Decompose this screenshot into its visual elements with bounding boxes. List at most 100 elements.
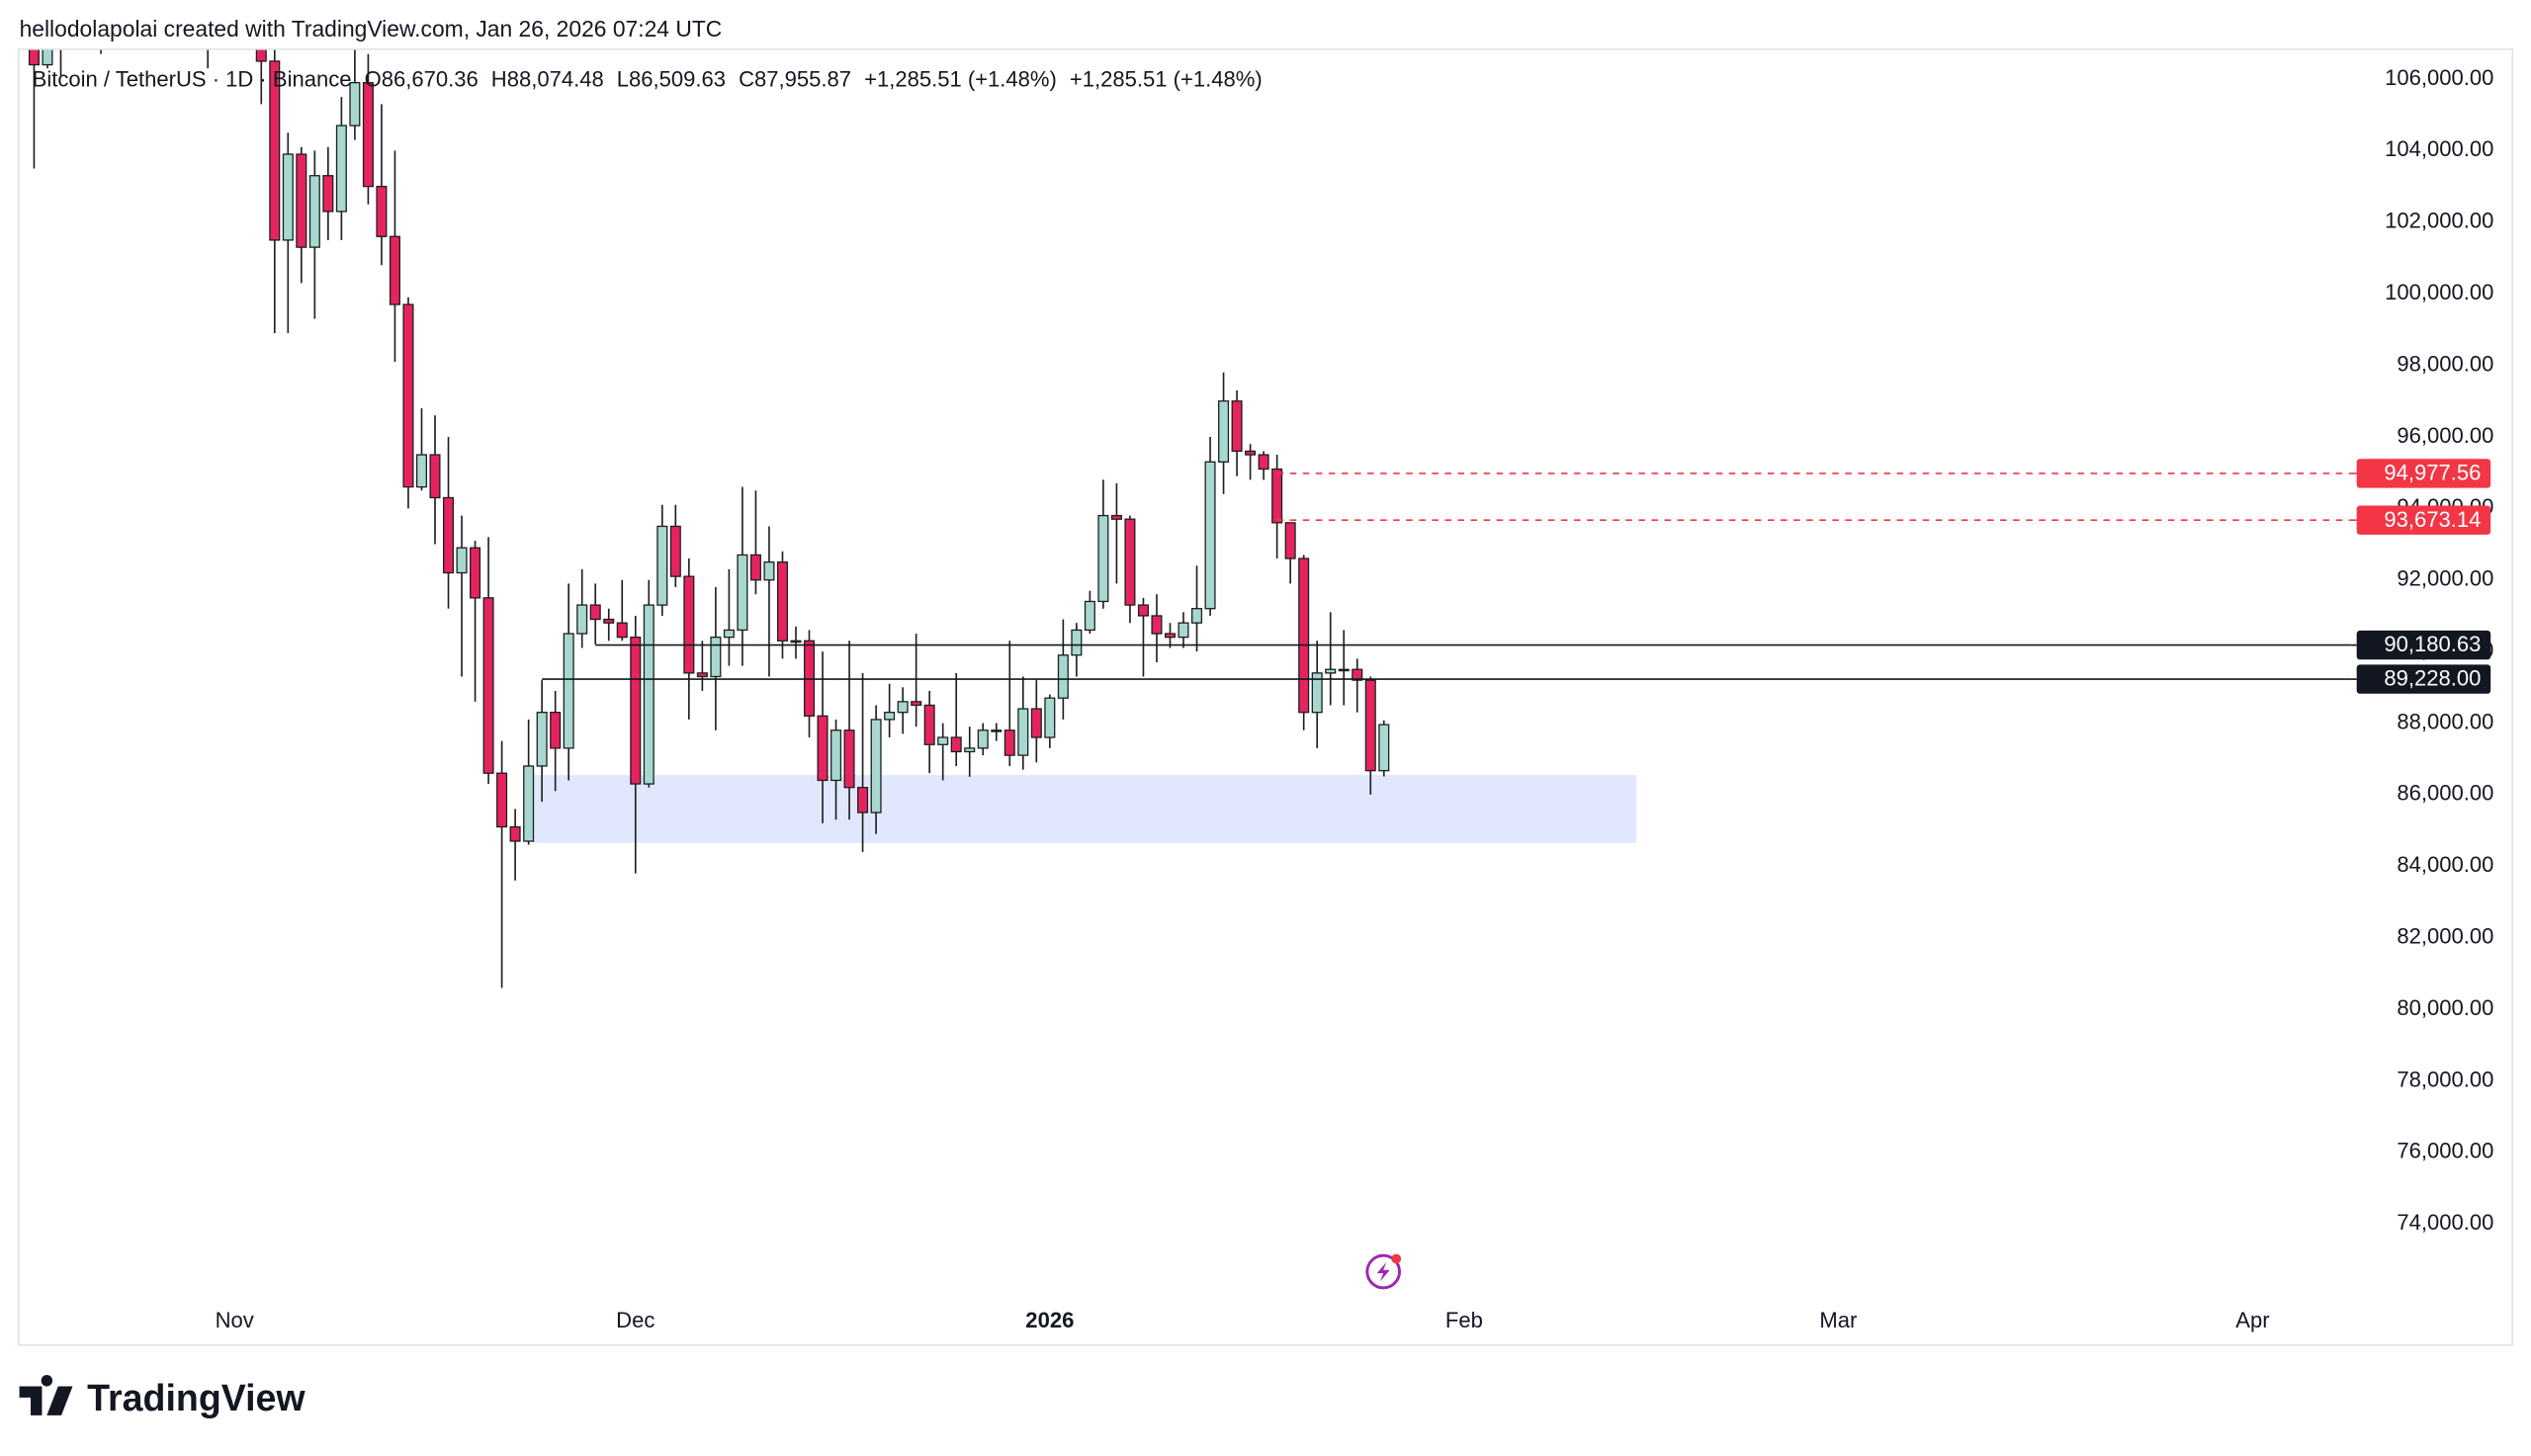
candle-body xyxy=(683,575,695,674)
candle-body xyxy=(1017,708,1029,756)
legend-item: +1,285.51 (+1.48%) xyxy=(1070,66,1263,91)
candle-body xyxy=(817,715,829,782)
x-tick-label: Feb xyxy=(1445,1308,1483,1332)
candle-body xyxy=(402,303,414,488)
candle-body xyxy=(550,712,562,749)
y-tick-label: 104,000.00 xyxy=(2385,136,2493,161)
legend-item: H88,074.48 xyxy=(491,66,604,91)
plot-area xyxy=(28,49,2351,988)
candle-body xyxy=(843,729,855,789)
x-tick-label: Nov xyxy=(216,1308,254,1332)
candle-body xyxy=(737,554,748,632)
candle-body xyxy=(322,175,334,213)
candle-body xyxy=(1258,454,1269,471)
candle-body xyxy=(964,747,976,753)
candle-body xyxy=(282,153,294,241)
candle-body xyxy=(308,175,320,248)
legend: Bitcoin / TetherUS · 1D · Binance O86,670… xyxy=(33,66,1263,91)
candle-body xyxy=(1004,729,1015,756)
candle-body xyxy=(429,454,441,499)
candle-body xyxy=(1084,600,1095,632)
x-tick-label: Mar xyxy=(1819,1308,1857,1332)
legend-item: C87,955.87 xyxy=(739,66,851,91)
candle-body xyxy=(857,787,869,814)
chart-frame xyxy=(17,47,2514,1346)
candle-body xyxy=(603,618,615,624)
y-tick-label: 84,000.00 xyxy=(2397,852,2493,877)
candle-body xyxy=(977,729,989,749)
candle-body xyxy=(897,701,909,714)
y-tick-label: 106,000.00 xyxy=(2385,65,2493,90)
legend-item: Bitcoin / TetherUS · 1D · Binance xyxy=(33,66,352,91)
candle-body xyxy=(1137,604,1149,617)
candle-body xyxy=(389,235,400,305)
y-tick-label: 78,000.00 xyxy=(2397,1067,2493,1091)
legend-item: L86,509.63 xyxy=(617,66,726,91)
candle-body xyxy=(536,712,548,767)
price-badge xyxy=(2356,505,2491,535)
y-tick-label: 92,000.00 xyxy=(2397,566,2493,591)
lightning-icon xyxy=(1365,1253,1402,1290)
candle-body xyxy=(496,772,508,828)
y-tick-label: 88,000.00 xyxy=(2397,709,2493,733)
candle-body xyxy=(1231,400,1243,453)
candle-body xyxy=(415,454,428,488)
candle-body xyxy=(1298,557,1310,714)
legend-item: O86,670.36 xyxy=(365,66,479,91)
candle-body xyxy=(723,629,735,639)
candle-body xyxy=(923,704,935,745)
candle-body xyxy=(456,547,468,574)
candle-body xyxy=(443,496,455,574)
candle-body xyxy=(1284,522,1296,559)
candle-body xyxy=(376,185,388,237)
candle-body xyxy=(643,604,655,785)
candle-body xyxy=(28,49,40,66)
candle-body xyxy=(1164,633,1177,639)
price-badge-label: 90,180.63 xyxy=(2384,632,2481,656)
axes: 106,000.00 104,000.00 102,000.00 100,000.00… xyxy=(216,65,2494,1332)
candle-body xyxy=(669,525,681,577)
candle-body xyxy=(296,153,307,248)
y-tick-label: 86,000.00 xyxy=(2397,781,2493,806)
legend-item: +1,285.51 (+1.48%) xyxy=(864,66,1057,91)
candle-body xyxy=(335,125,347,213)
candle-body xyxy=(576,604,588,635)
candle-body xyxy=(1204,461,1216,610)
y-tick-label: 80,000.00 xyxy=(2397,995,2493,1020)
candle-body xyxy=(911,701,922,707)
candle-body xyxy=(1151,615,1163,635)
candle-body xyxy=(937,736,949,745)
price-badge-label: 94,977.56 xyxy=(2384,461,2481,485)
credit: hellodolapolai created with TradingView.… xyxy=(20,16,723,42)
candle-body xyxy=(1218,400,1230,463)
candle-body xyxy=(563,633,574,749)
candle-body xyxy=(749,554,761,581)
x-tick-label: Dec xyxy=(616,1308,655,1332)
candle-body xyxy=(1191,608,1203,624)
y-tick-label: 74,000.00 xyxy=(2397,1210,2493,1235)
candle-body xyxy=(42,49,53,66)
candle-body xyxy=(1044,697,1056,738)
price-badge xyxy=(2356,664,2491,694)
y-tick-label: 76,000.00 xyxy=(2397,1139,2493,1163)
candle-body xyxy=(991,729,1003,732)
candle-body xyxy=(1097,514,1109,603)
candle-body xyxy=(1124,518,1136,606)
candle-body xyxy=(362,81,374,188)
candle-body xyxy=(1071,629,1083,656)
candle-body xyxy=(790,640,802,643)
candle-body xyxy=(870,719,882,814)
candle-body xyxy=(1110,514,1122,520)
candle-body xyxy=(1245,450,1257,456)
candle-body xyxy=(763,561,775,581)
candle-body xyxy=(1325,668,1337,674)
candle-body xyxy=(1352,668,1363,681)
y-tick-label: 102,000.00 xyxy=(2385,209,2493,233)
candle-body xyxy=(349,81,361,127)
candle-body xyxy=(255,49,267,62)
x-tick-label: 2026 xyxy=(1025,1308,1074,1332)
candle-body xyxy=(1030,708,1042,738)
candle-body xyxy=(950,736,962,753)
